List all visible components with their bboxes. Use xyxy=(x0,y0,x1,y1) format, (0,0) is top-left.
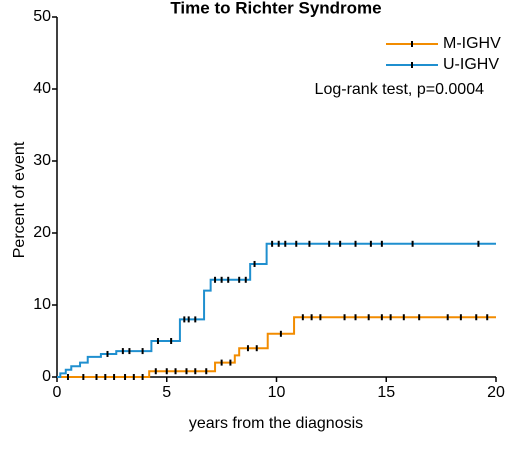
x-tick-label: 10 xyxy=(268,384,286,401)
survival-curve xyxy=(57,316,496,378)
x-tick-label: 20 xyxy=(487,384,505,401)
y-tick-label: 10 xyxy=(33,296,51,313)
legend-label: U-IGHV xyxy=(443,56,499,73)
y-tick-label: 40 xyxy=(33,80,51,97)
annotation: Log-rank test, p=0.0004 xyxy=(315,81,485,98)
x-tick-label: 15 xyxy=(377,384,395,401)
legend-label: M-IGHV xyxy=(443,35,501,52)
x-axis-label: years from the diagnosis xyxy=(189,415,363,432)
y-tick-label: 20 xyxy=(33,224,51,241)
y-axis-label: Percent of event xyxy=(11,141,28,258)
x-tick-label: 0 xyxy=(53,384,62,401)
chart-title: Time to Richter Syndrome xyxy=(170,0,381,17)
y-tick-label: 50 xyxy=(33,8,51,25)
y-tick-label: 0 xyxy=(42,368,51,385)
y-tick-label: 30 xyxy=(33,152,51,169)
x-tick-label: 5 xyxy=(162,384,171,401)
survival-curve xyxy=(57,242,496,378)
